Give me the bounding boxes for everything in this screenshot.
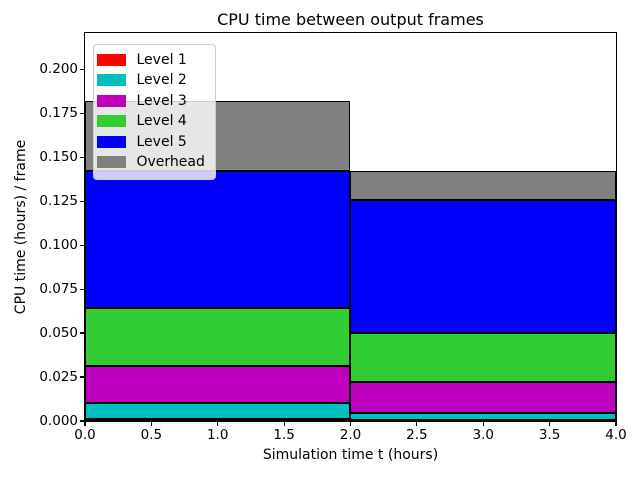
x-axis-label: Simulation time t (hours): [262, 447, 439, 463]
x-tick-label: 4.0: [605, 427, 627, 443]
y-tick-label: 0.125: [39, 192, 78, 209]
bar-2-segment-level-3: [350, 381, 616, 413]
legend-entry-level-2: Level 2: [96, 70, 205, 91]
x-tick-label: 0.5: [140, 427, 163, 443]
x-tick-mark: [84, 421, 86, 426]
bar-2-segment-level-1: [350, 419, 616, 422]
legend-entry-level-5: Level 5: [96, 132, 205, 153]
y-tick-label: 0.175: [39, 104, 78, 121]
x-tick-label: 1.5: [273, 427, 295, 443]
y-tick-mark: [80, 112, 84, 114]
y-tick-mark: [80, 288, 84, 290]
bar-1-segment-level-5: [84, 170, 350, 308]
bar-2-segment-level-5: [350, 199, 616, 333]
x-tick-label: 2.5: [406, 427, 428, 443]
x-tick-label: 1.0: [207, 427, 229, 443]
y-tick-label: 0.100: [39, 236, 78, 253]
chart-title: CPU time between output frames: [217, 10, 484, 29]
legend-swatch-icon: [96, 135, 126, 148]
x-tick-mark: [349, 421, 352, 426]
bar-1-segment-level-2: [84, 402, 350, 419]
x-tick-label: 2.0: [339, 427, 362, 443]
legend: Level 1 Level 2 Level 3 Level 4 Level 5 Overh…: [92, 43, 216, 180]
y-tick-mark: [80, 244, 84, 246]
plot-area: Level 1 Level 2 Level 3 Level 4 Level 5 Overh…: [83, 31, 617, 422]
y-tick-mark: [80, 200, 84, 202]
legend-label: Overhead: [136, 154, 205, 171]
bar-2-segment-overhead: [350, 170, 616, 200]
x-tick-mark: [615, 421, 617, 426]
y-tick-mark: [80, 332, 84, 334]
y-tick-mark: [80, 376, 84, 378]
bar-2-segment-level-4: [350, 332, 616, 382]
x-tick-label: 3.5: [538, 427, 561, 443]
legend-label: Level 5: [136, 133, 187, 150]
legend-entry-overhead: Overhead: [96, 152, 205, 173]
legend-label: Level 2: [136, 72, 187, 89]
bar-1-segment-level-4: [84, 307, 350, 366]
x-tick-mark: [416, 421, 418, 426]
legend-entry-level-1: Level 1: [96, 50, 205, 71]
legend-entry-level-4: Level 4: [96, 111, 205, 132]
x-tick-label: 3.0: [472, 427, 494, 443]
y-tick-label: 0.200: [39, 60, 78, 77]
legend-label: Level 1: [136, 51, 187, 68]
y-tick-label: 0.150: [39, 148, 78, 165]
x-tick-label: 0.0: [74, 427, 96, 443]
y-tick-mark: [80, 68, 84, 70]
bar-1-segment-level-1: [84, 418, 350, 421]
legend-swatch-icon: [96, 94, 126, 107]
legend-label: Level 4: [136, 113, 187, 130]
legend-swatch-icon: [96, 156, 126, 169]
legend-swatch-icon: [96, 115, 126, 128]
x-tick-mark: [549, 421, 551, 426]
x-tick-mark: [283, 421, 285, 426]
bar-2-segment-level-2: [350, 412, 616, 420]
legend-entry-level-3: Level 3: [96, 91, 205, 112]
x-tick-mark: [482, 421, 484, 426]
legend-swatch-icon: [96, 53, 126, 66]
legend-label: Level 3: [136, 92, 187, 109]
x-tick-mark: [217, 421, 219, 426]
legend-swatch-icon: [96, 74, 126, 87]
y-tick-label: 0.000: [39, 412, 78, 429]
y-tick-mark: [80, 420, 84, 422]
y-tick-label: 0.025: [39, 368, 78, 385]
bar-1-segment-level-3: [84, 366, 350, 403]
y-axis-label: CPU time (hours) / frame: [13, 139, 29, 315]
y-tick-mark: [80, 156, 84, 158]
x-tick-mark: [150, 421, 152, 426]
y-tick-label: 0.050: [39, 324, 78, 341]
y-tick-label: 0.075: [39, 280, 78, 297]
